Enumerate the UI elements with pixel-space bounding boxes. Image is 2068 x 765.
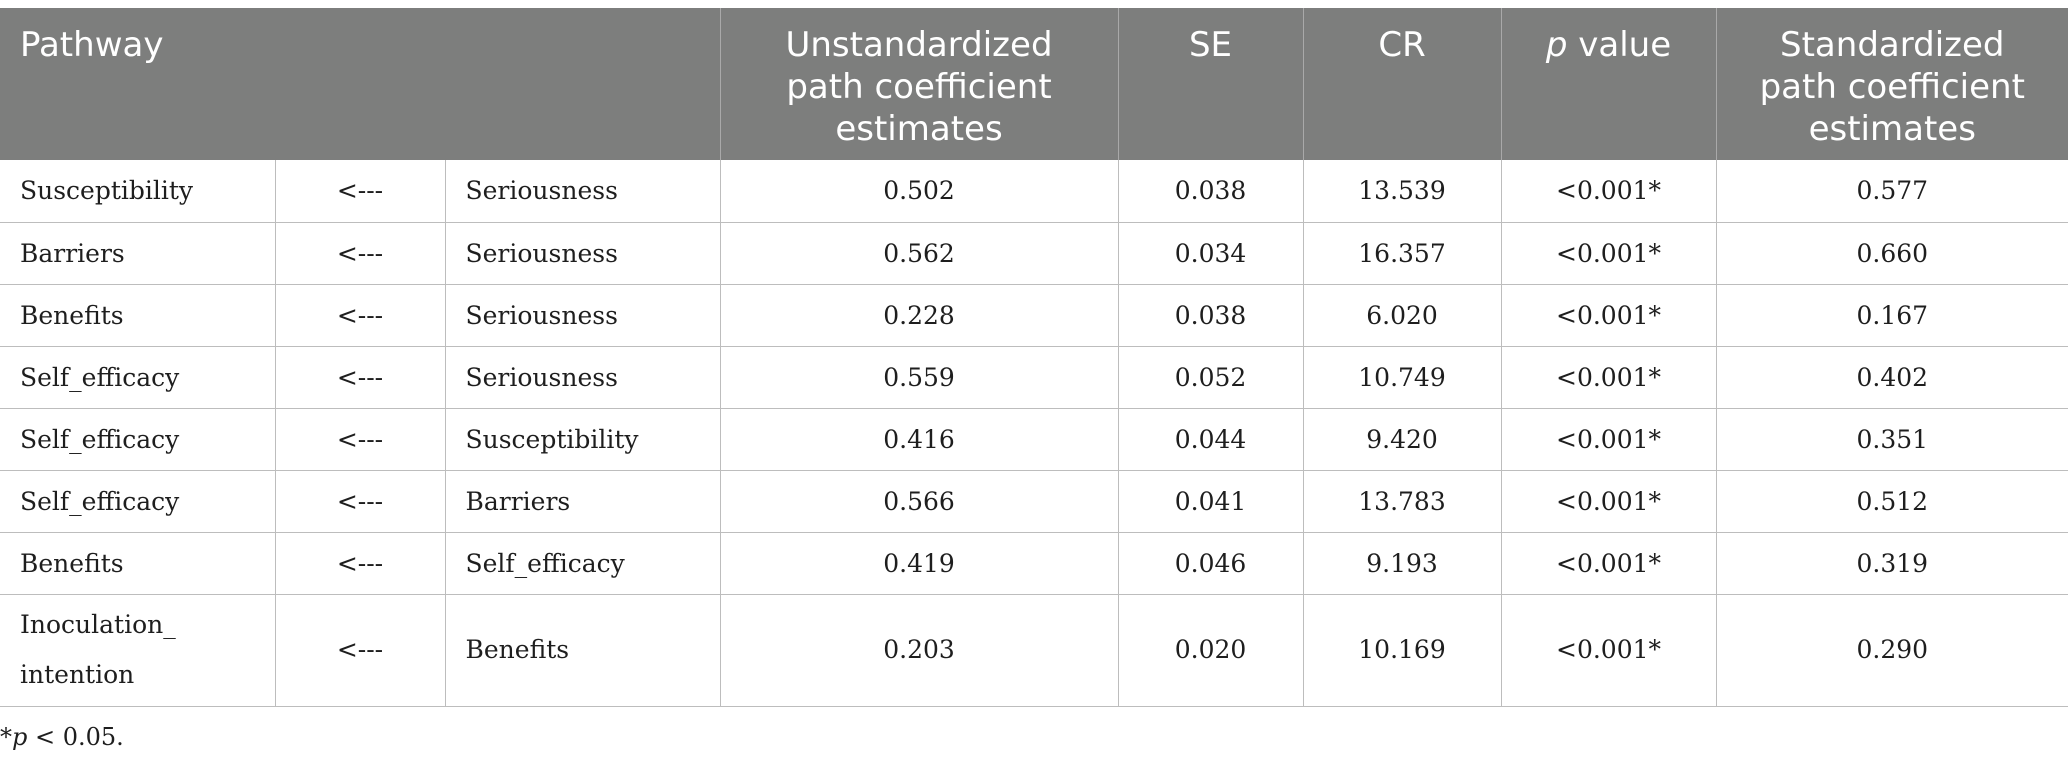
table-row: Self_efficacy <--- Barriers 0.566 0.041 … — [0, 469, 2068, 533]
cell-p-value: <0.001* — [1500, 531, 1717, 595]
cell-to: Seriousness — [444, 221, 721, 285]
cell-unstandardized: 0.419 — [719, 531, 1119, 595]
footnote-rest: < 0.05. — [27, 723, 124, 751]
footnote-star: * — [0, 723, 12, 751]
header-unstd-line3: estimates — [835, 109, 1003, 149]
cell-standardized: 0.167 — [1715, 283, 2068, 347]
cell-se: 0.038 — [1117, 283, 1304, 347]
header-row: Pathway Unstandardized path coefficient … — [0, 8, 2068, 160]
header-standardized: Standardized path coefficient estimates — [1716, 8, 2068, 160]
cell-to: Susceptibility — [444, 407, 721, 471]
cell-from-line1: Inoculation_ — [20, 610, 176, 639]
cell-se: 0.041 — [1117, 469, 1304, 533]
cell-cr: 9.193 — [1302, 531, 1502, 595]
cell-from: Benefits — [0, 283, 276, 347]
cell-unstandardized: 0.502 — [719, 160, 1119, 223]
cell-cr: 13.539 — [1302, 160, 1502, 223]
cell-p-value: <0.001* — [1500, 407, 1717, 471]
cell-to: Seriousness — [444, 345, 721, 409]
cell-se: 0.038 — [1117, 160, 1304, 223]
cell-standardized: 0.319 — [1715, 531, 2068, 595]
path-coefficient-table: Pathway Unstandardized path coefficient … — [0, 8, 2068, 707]
header-p-rest: value — [1567, 25, 1672, 65]
table-row: Benefits <--- Seriousness 0.228 0.038 6.… — [0, 283, 2068, 347]
cell-cr: 13.783 — [1302, 469, 1502, 533]
cell-from: Barriers — [0, 221, 276, 285]
cell-se: 0.044 — [1117, 407, 1304, 471]
cell-from: Self_efficacy — [0, 469, 276, 533]
header-unstd-line1: Unstandardized — [785, 25, 1053, 65]
footnote-p-italic: p — [12, 723, 28, 751]
table-row: Susceptibility <--- Seriousness 0.502 0.… — [0, 160, 2068, 223]
cell-cr: 10.169 — [1302, 593, 1502, 707]
header-std-line3: estimates — [1808, 109, 1976, 149]
header-unstandardized: Unstandardized path coefficient estimate… — [720, 8, 1119, 160]
cell-from: Susceptibility — [0, 160, 276, 223]
cell-arrow: <--- — [274, 593, 446, 707]
header-pathway: Pathway — [0, 8, 721, 160]
table-body: Susceptibility <--- Seriousness 0.502 0.… — [0, 160, 2068, 707]
table-row: Self_efficacy <--- Seriousness 0.559 0.0… — [0, 345, 2068, 409]
cell-se: 0.046 — [1117, 531, 1304, 595]
table-row: Barriers <--- Seriousness 0.562 0.034 16… — [0, 221, 2068, 285]
cell-arrow: <--- — [274, 531, 446, 595]
header-unstd-line2: path coefficient — [786, 67, 1052, 107]
cell-standardized: 0.351 — [1715, 407, 2068, 471]
cell-standardized: 0.660 — [1715, 221, 2068, 285]
results-table-container: Pathway Unstandardized path coefficient … — [0, 8, 2068, 707]
cell-from: Benefits — [0, 531, 276, 595]
cell-to: Self_efficacy — [444, 531, 721, 595]
header-cr: CR — [1303, 8, 1502, 160]
cell-cr: 6.020 — [1302, 283, 1502, 347]
cell-unstandardized: 0.416 — [719, 407, 1119, 471]
cell-from: Inoculation_ intention — [0, 593, 276, 707]
table-footnote: *p < 0.05. — [0, 723, 124, 751]
cell-arrow: <--- — [274, 160, 446, 223]
cell-standardized: 0.402 — [1715, 345, 2068, 409]
cell-unstandardized: 0.559 — [719, 345, 1119, 409]
cell-arrow: <--- — [274, 407, 446, 471]
cell-from-line2: intention — [20, 660, 135, 689]
cell-unstandardized: 0.566 — [719, 469, 1119, 533]
cell-to: Seriousness — [444, 160, 721, 223]
cell-unstandardized: 0.228 — [719, 283, 1119, 347]
cell-cr: 10.749 — [1302, 345, 1502, 409]
cell-p-value: <0.001* — [1500, 283, 1717, 347]
table-row: Self_efficacy <--- Susceptibility 0.416 … — [0, 407, 2068, 471]
header-p-italic: p — [1545, 25, 1568, 65]
cell-from: Self_efficacy — [0, 407, 276, 471]
cell-to: Barriers — [444, 469, 721, 533]
cell-se: 0.052 — [1117, 345, 1304, 409]
cell-se: 0.034 — [1117, 221, 1304, 285]
cell-p-value: <0.001* — [1500, 345, 1717, 409]
cell-p-value: <0.001* — [1500, 160, 1717, 223]
cell-standardized: 0.290 — [1715, 593, 2068, 707]
cell-se: 0.020 — [1117, 593, 1304, 707]
cell-standardized: 0.577 — [1715, 160, 2068, 223]
cell-standardized: 0.512 — [1715, 469, 2068, 533]
table-header: Pathway Unstandardized path coefficient … — [0, 8, 2068, 160]
cell-cr: 9.420 — [1302, 407, 1502, 471]
table-row: Benefits <--- Self_efficacy 0.419 0.046 … — [0, 531, 2068, 595]
cell-unstandardized: 0.203 — [719, 593, 1119, 707]
cell-unstandardized: 0.562 — [719, 221, 1119, 285]
cell-arrow: <--- — [274, 469, 446, 533]
table-row: Inoculation_ intention <--- Benefits 0.20… — [0, 593, 2068, 707]
header-p-value: p value — [1501, 8, 1717, 160]
cell-cr: 16.357 — [1302, 221, 1502, 285]
cell-arrow: <--- — [274, 283, 446, 347]
cell-to: Benefits — [444, 593, 721, 707]
cell-to: Seriousness — [444, 283, 721, 347]
cell-p-value: <0.001* — [1500, 221, 1717, 285]
cell-from: Self_efficacy — [0, 345, 276, 409]
header-std-line2: path coefficient — [1759, 67, 2025, 107]
cell-arrow: <--- — [274, 221, 446, 285]
cell-arrow: <--- — [274, 345, 446, 409]
header-se: SE — [1118, 8, 1304, 160]
cell-p-value: <0.001* — [1500, 469, 1717, 533]
header-std-line1: Standardized — [1780, 25, 2005, 65]
cell-p-value: <0.001* — [1500, 593, 1717, 707]
